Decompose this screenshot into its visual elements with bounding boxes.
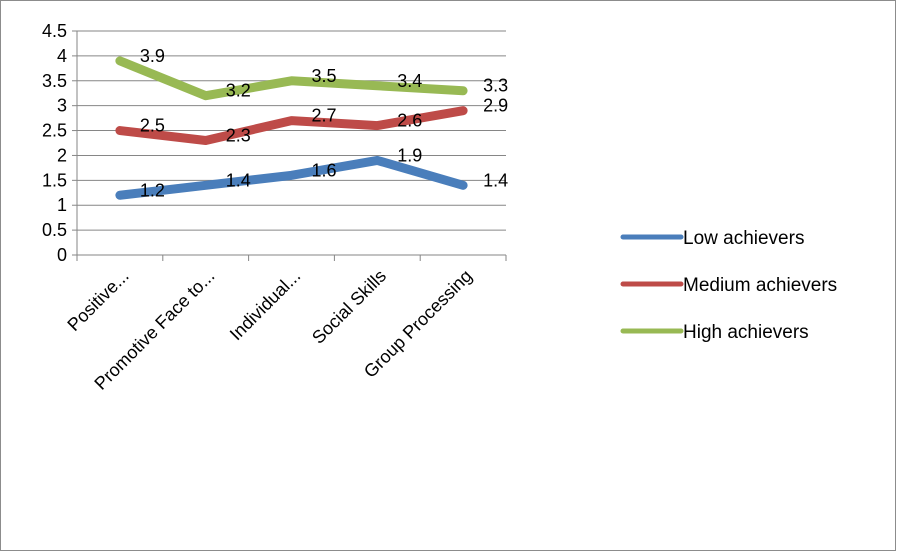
legend-label: Medium achievers xyxy=(683,275,837,296)
y-axis-tick-labels: 0 0.5 1 1.5 2 2.5 3 3.5 4 4.5 xyxy=(42,21,67,265)
legend: Low achievers Medium achievers High achiev… xyxy=(623,228,837,343)
data-label: 1.4 xyxy=(483,170,508,190)
y-tick-label: 3 xyxy=(57,96,67,116)
y-tick-label: 1.5 xyxy=(42,170,67,190)
data-label: 3.5 xyxy=(312,66,337,86)
data-label: 3.2 xyxy=(226,81,251,101)
data-label: 2.7 xyxy=(312,106,337,126)
y-tick-label: 3.5 xyxy=(42,71,67,91)
data-label: 2.9 xyxy=(483,96,508,116)
data-label: 1.2 xyxy=(140,180,165,200)
data-label: 2.3 xyxy=(226,126,251,146)
x-category-label: Individual... xyxy=(226,266,305,345)
legend-label: Low achievers xyxy=(683,228,804,249)
data-label: 3.4 xyxy=(397,71,422,91)
data-label: 3.9 xyxy=(140,46,165,66)
data-label: 1.6 xyxy=(312,160,337,180)
y-tick-label: 2 xyxy=(57,145,67,165)
data-label: 1.4 xyxy=(226,170,251,190)
y-tick-label: 1 xyxy=(57,195,67,215)
y-tick-label: 0.5 xyxy=(42,220,67,240)
data-labels: 1.2 1.4 1.6 1.9 1.4 2.5 2.3 2.7 2.6 2.9 3.9 3.2 3.5 3… xyxy=(140,46,508,200)
data-label: 2.5 xyxy=(140,116,165,136)
legend-label: High achievers xyxy=(683,322,809,343)
x-category-label: Social Skills xyxy=(308,266,390,348)
y-tick-label: 2.5 xyxy=(42,121,67,141)
x-axis-tick-labels: Positive...Promotive Face to... Individua… xyxy=(63,266,476,394)
data-label: 2.6 xyxy=(397,111,422,131)
data-label: 1.9 xyxy=(397,145,422,165)
x-category-label: Positive... xyxy=(63,266,132,335)
series-line-low-achievers xyxy=(120,160,463,195)
y-tick-label: 4 xyxy=(57,46,67,66)
data-label: 3.3 xyxy=(483,76,508,96)
y-tick-label: 4.5 xyxy=(42,21,67,41)
y-tick-label: 0 xyxy=(57,245,67,265)
